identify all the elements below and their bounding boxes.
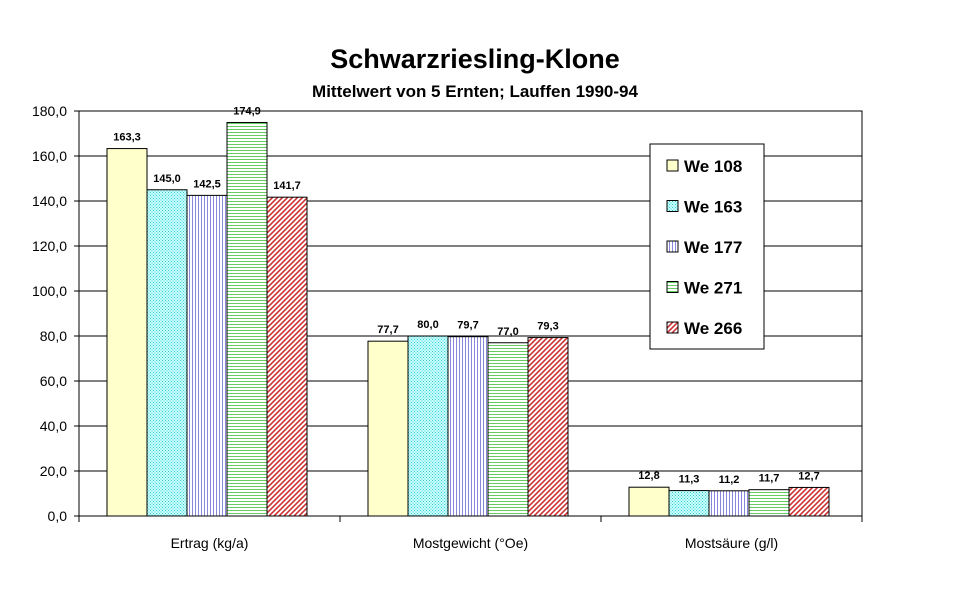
- data-label: 163,3: [113, 132, 141, 144]
- legend-label: We 266: [684, 319, 742, 338]
- data-label: 174,9: [233, 105, 261, 117]
- data-label: 79,7: [457, 320, 478, 332]
- data-label: 80,0: [417, 319, 438, 331]
- data-label: 79,3: [537, 321, 558, 333]
- bar: [527, 337, 569, 517]
- legend-label: We 177: [684, 238, 742, 257]
- y-tick-label: 180,0: [32, 103, 67, 119]
- y-tick-label: 160,0: [32, 148, 67, 164]
- bar: [106, 148, 148, 517]
- legend-swatch: [666, 281, 679, 293]
- data-label: 145,0: [153, 173, 181, 185]
- y-tick-label: 100,0: [32, 283, 67, 299]
- bar: [748, 489, 790, 517]
- axes: 0,0 20,0 40,0 60,0 80,0 100,0 120,0 140,0 160,0 1…: [32, 103, 863, 551]
- y-tick-label: 80,0: [40, 328, 67, 344]
- y-tick-label: 20,0: [40, 463, 67, 479]
- chart-title: Schwarzriesling-Klone: [330, 44, 620, 74]
- data-label: 77,0: [497, 326, 518, 338]
- legend-swatch: [666, 321, 679, 334]
- bar: [186, 194, 228, 517]
- legend-label: We 163: [684, 198, 742, 217]
- y-tick-label: 60,0: [40, 373, 67, 389]
- legend-swatch: [666, 240, 679, 253]
- data-label: 11,3: [679, 474, 700, 486]
- bar: [708, 490, 750, 517]
- legend-label: We 108: [684, 157, 742, 176]
- legend-label: We 271: [684, 279, 742, 298]
- data-label: 141,7: [273, 180, 301, 192]
- bars: 163,3 145,0 142,5 174,9 141,7 77,7 80,0 79,7 77,…: [106, 105, 830, 517]
- chart-subtitle: Mittelwert von 5 Ernten; Lauffen 1990-94: [312, 82, 638, 101]
- bar: [788, 486, 830, 517]
- x-category-label: Mostsäure (g/l): [685, 535, 778, 551]
- bar: [628, 486, 670, 517]
- y-tick-label: 140,0: [32, 193, 67, 209]
- x-category-label: Mostgewicht (°Oe): [413, 535, 528, 551]
- bar: [266, 196, 308, 517]
- bar: [668, 490, 710, 517]
- legend: We 108 We 163 We 177 We 271 We 266: [649, 143, 765, 350]
- data-label: 77,7: [377, 324, 398, 336]
- legend-swatch: [666, 159, 679, 172]
- bar: [146, 189, 188, 517]
- bar: [487, 342, 529, 517]
- y-tick-label: 0,0: [48, 508, 68, 524]
- data-label: 12,7: [798, 470, 819, 482]
- bar: [447, 336, 489, 517]
- bar: [407, 335, 449, 517]
- data-label: 12,8: [638, 470, 659, 482]
- data-label: 142,5: [193, 178, 221, 190]
- bar: [367, 340, 409, 517]
- data-label: 11,7: [759, 473, 780, 485]
- y-tick-label: 120,0: [32, 238, 67, 254]
- bar: [226, 121, 268, 517]
- x-category-label: Ertrag (kg/a): [171, 535, 249, 551]
- y-tick-label: 40,0: [40, 418, 67, 434]
- legend-swatch: [666, 200, 679, 212]
- data-label: 11,2: [719, 474, 740, 486]
